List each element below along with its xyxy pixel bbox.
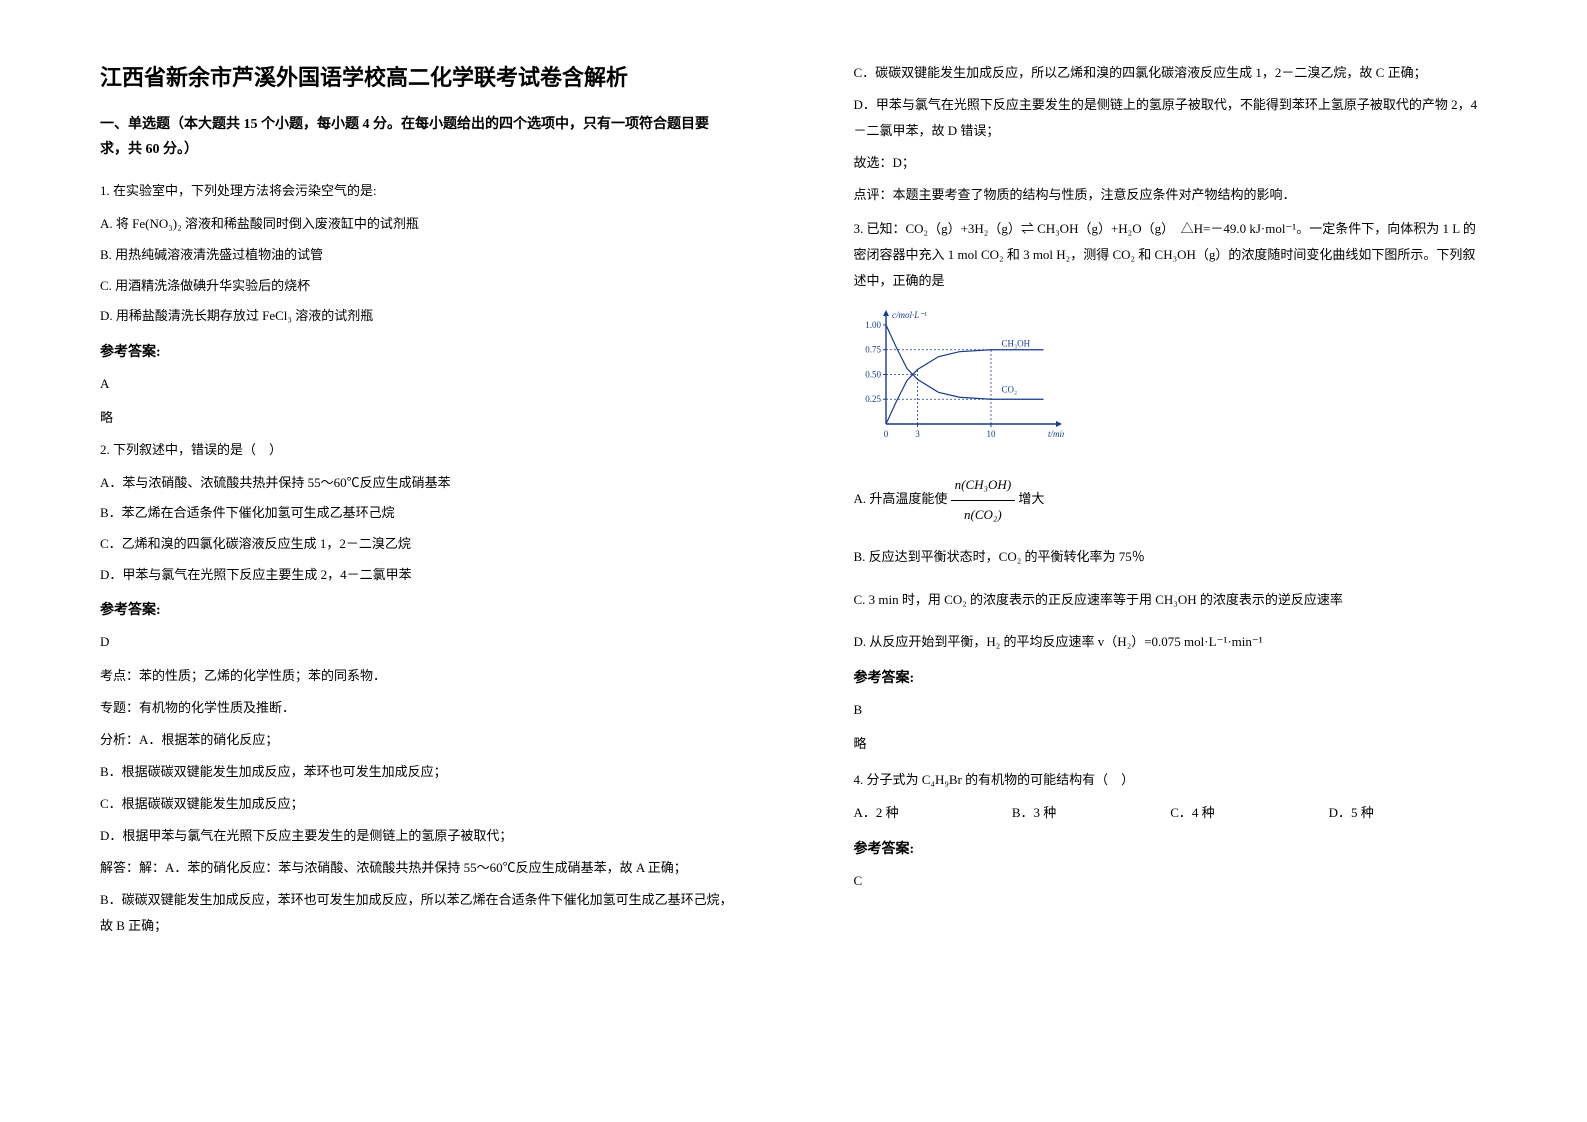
exam-title: 江西省新余市芦溪外国语学校高二化学联考试卷含解析 [100, 60, 734, 92]
q3-a-frac-num: n(CH₃OH) [951, 471, 1016, 501]
q3-a-fraction: n(CH₃OH) n(CO₂) [951, 471, 1016, 529]
concentration-chart: 0.25 0.50 0.75 1.00 0 3 10 c/mol·L⁻¹ t/min CH₃OH C… [854, 306, 1488, 451]
q1-option-d: D. 用稀盐酸清洗长期存放过 FeCl₃ 溶液的试剂瓶 [100, 302, 734, 331]
q2-explain-4: B．根据碳碳双键能发生加成反应，苯环也可发生加成反应； [100, 759, 734, 785]
svg-text:3: 3 [915, 429, 920, 439]
q2-explain-1: 考点：苯的性质；乙烯的化学性质；苯的同系物． [100, 663, 734, 689]
svg-text:10: 10 [986, 429, 996, 439]
q3-answer-label: 参考答案: [854, 667, 1488, 687]
q1-option-a: A. 将 Fe(NO₃)₂ 溶液和稀盐酸同时倒入废液缸中的试剂瓶 [100, 210, 734, 239]
q3-option-b: B. 反应达到平衡状态时，CO₂ 的平衡转化率为 75％ [854, 543, 1488, 572]
q2-explain-7: 解答：解：A．苯的硝化反应：苯与浓硝酸、浓硫酸共热并保持 55～60℃反应生成硝… [100, 855, 734, 881]
q2-option-d: D．甲苯与氯气在光照下反应主要生成 2，4－二氯甲苯 [100, 561, 734, 590]
q1-option-c: C. 用酒精洗涤做碘升华实验后的烧杯 [100, 272, 734, 301]
q2-option-c: C．乙烯和溴的四氯化碳溶液反应生成 1，2－二溴乙烷 [100, 530, 734, 559]
svg-text:1.00: 1.00 [865, 320, 881, 330]
q2-option-a: A．苯与浓硝酸、浓硫酸共热并保持 55～60℃反应生成硝基苯 [100, 469, 734, 498]
q1-omit: 略 [100, 405, 734, 431]
q2-explain-2: 专题：有机物的化学性质及推断． [100, 695, 734, 721]
svg-text:0.75: 0.75 [865, 345, 881, 355]
q2-stem: 2. 下列叙述中，错误的是（ ） [100, 437, 734, 463]
q3-stem: 3. 已知：CO₂（g）+3H₂（g）⇌ CH₃OH（g）+H₂O（g） △H=… [854, 216, 1488, 294]
q2-option-b: B．苯乙烯在合适条件下催化加氢可生成乙基环己烷 [100, 499, 734, 528]
q3-option-c: C. 3 min 时，用 CO₂ 的浓度表示的正反应速率等于用 CH₃OH 的浓… [854, 586, 1488, 615]
q2-explain-6: D．根据甲苯与氯气在光照下反应主要发生的是侧链上的氢原子被取代； [100, 823, 734, 849]
q3-a-frac-den: n(CO₂) [951, 501, 1016, 530]
q3-a-pre: A. 升高温度能使 [854, 491, 948, 506]
svg-text:c/mol·L⁻¹: c/mol·L⁻¹ [892, 310, 927, 320]
q2-answer-label: 参考答案: [100, 599, 734, 619]
q2-explain-r3: 故选：D； [854, 150, 1488, 176]
q3-option-a: A. 升高温度能使 n(CH₃OH) n(CO₂) 增大 [854, 471, 1488, 529]
q1-answer: A [100, 371, 734, 397]
svg-text:CO₂: CO₂ [1001, 384, 1017, 394]
svg-text:0.50: 0.50 [865, 369, 881, 379]
q3-option-d: D. 从反应开始到平衡，H₂ 的平均反应速率 v（H₂）=0.075 mol·L… [854, 628, 1488, 657]
section-header: 一、单选题（本大题共 15 个小题，每小题 4 分。在每小题给出的四个选项中，只… [100, 112, 734, 162]
q1-option-b: B. 用热纯碱溶液清洗盛过植物油的试管 [100, 241, 734, 270]
q4-answer-label: 参考答案: [854, 838, 1488, 858]
q1-stem: 1. 在实验室中，下列处理方法将会污染空气的是: [100, 178, 734, 204]
q1-answer-label: 参考答案: [100, 341, 734, 361]
q2-explain-5: C．根据碳碳双键能发生加成反应； [100, 791, 734, 817]
q4-options-row: A．2 种 B．3 种 C．4 种 D．5 种 [854, 799, 1488, 828]
svg-text:0.25: 0.25 [865, 394, 881, 404]
svg-text:CH₃OH: CH₃OH [1001, 339, 1030, 349]
svg-text:t/min: t/min [1048, 429, 1064, 439]
q2-explain-3: 分析：A．根据苯的硝化反应； [100, 727, 734, 753]
q4-answer: C [854, 868, 1488, 894]
q2-explain-8: B．碳碳双键能发生加成反应，苯环也可发生加成反应，所以苯乙烯在合适条件下催化加氢… [100, 887, 734, 939]
q4-option-d: D．5 种 [1329, 799, 1487, 828]
q2-explain-r4: 点评：本题主要考查了物质的结构与性质，注意反应条件对产物结构的影响． [854, 182, 1488, 208]
q4-stem: 4. 分子式为 C₄H₉Br 的有机物的可能结构有（ ） [854, 767, 1488, 793]
q2-answer: D [100, 629, 734, 655]
q2-explain-r1: C．碳碳双键能发生加成反应，所以乙烯和溴的四氯化碳溶液反应生成 1，2－二溴乙烷… [854, 60, 1488, 86]
q4-option-b: B．3 种 [1012, 799, 1170, 828]
q2-explain-r2: D．甲苯与氯气在光照下反应主要发生的是侧链上的氢原子被取代，不能得到苯环上氢原子… [854, 92, 1488, 144]
q3-omit: 略 [854, 731, 1488, 757]
svg-text:0: 0 [883, 429, 888, 439]
q4-option-c: C．4 种 [1170, 799, 1328, 828]
q4-option-a: A．2 种 [854, 799, 1012, 828]
q3-answer: B [854, 697, 1488, 723]
q3-a-post: 增大 [1018, 491, 1044, 506]
